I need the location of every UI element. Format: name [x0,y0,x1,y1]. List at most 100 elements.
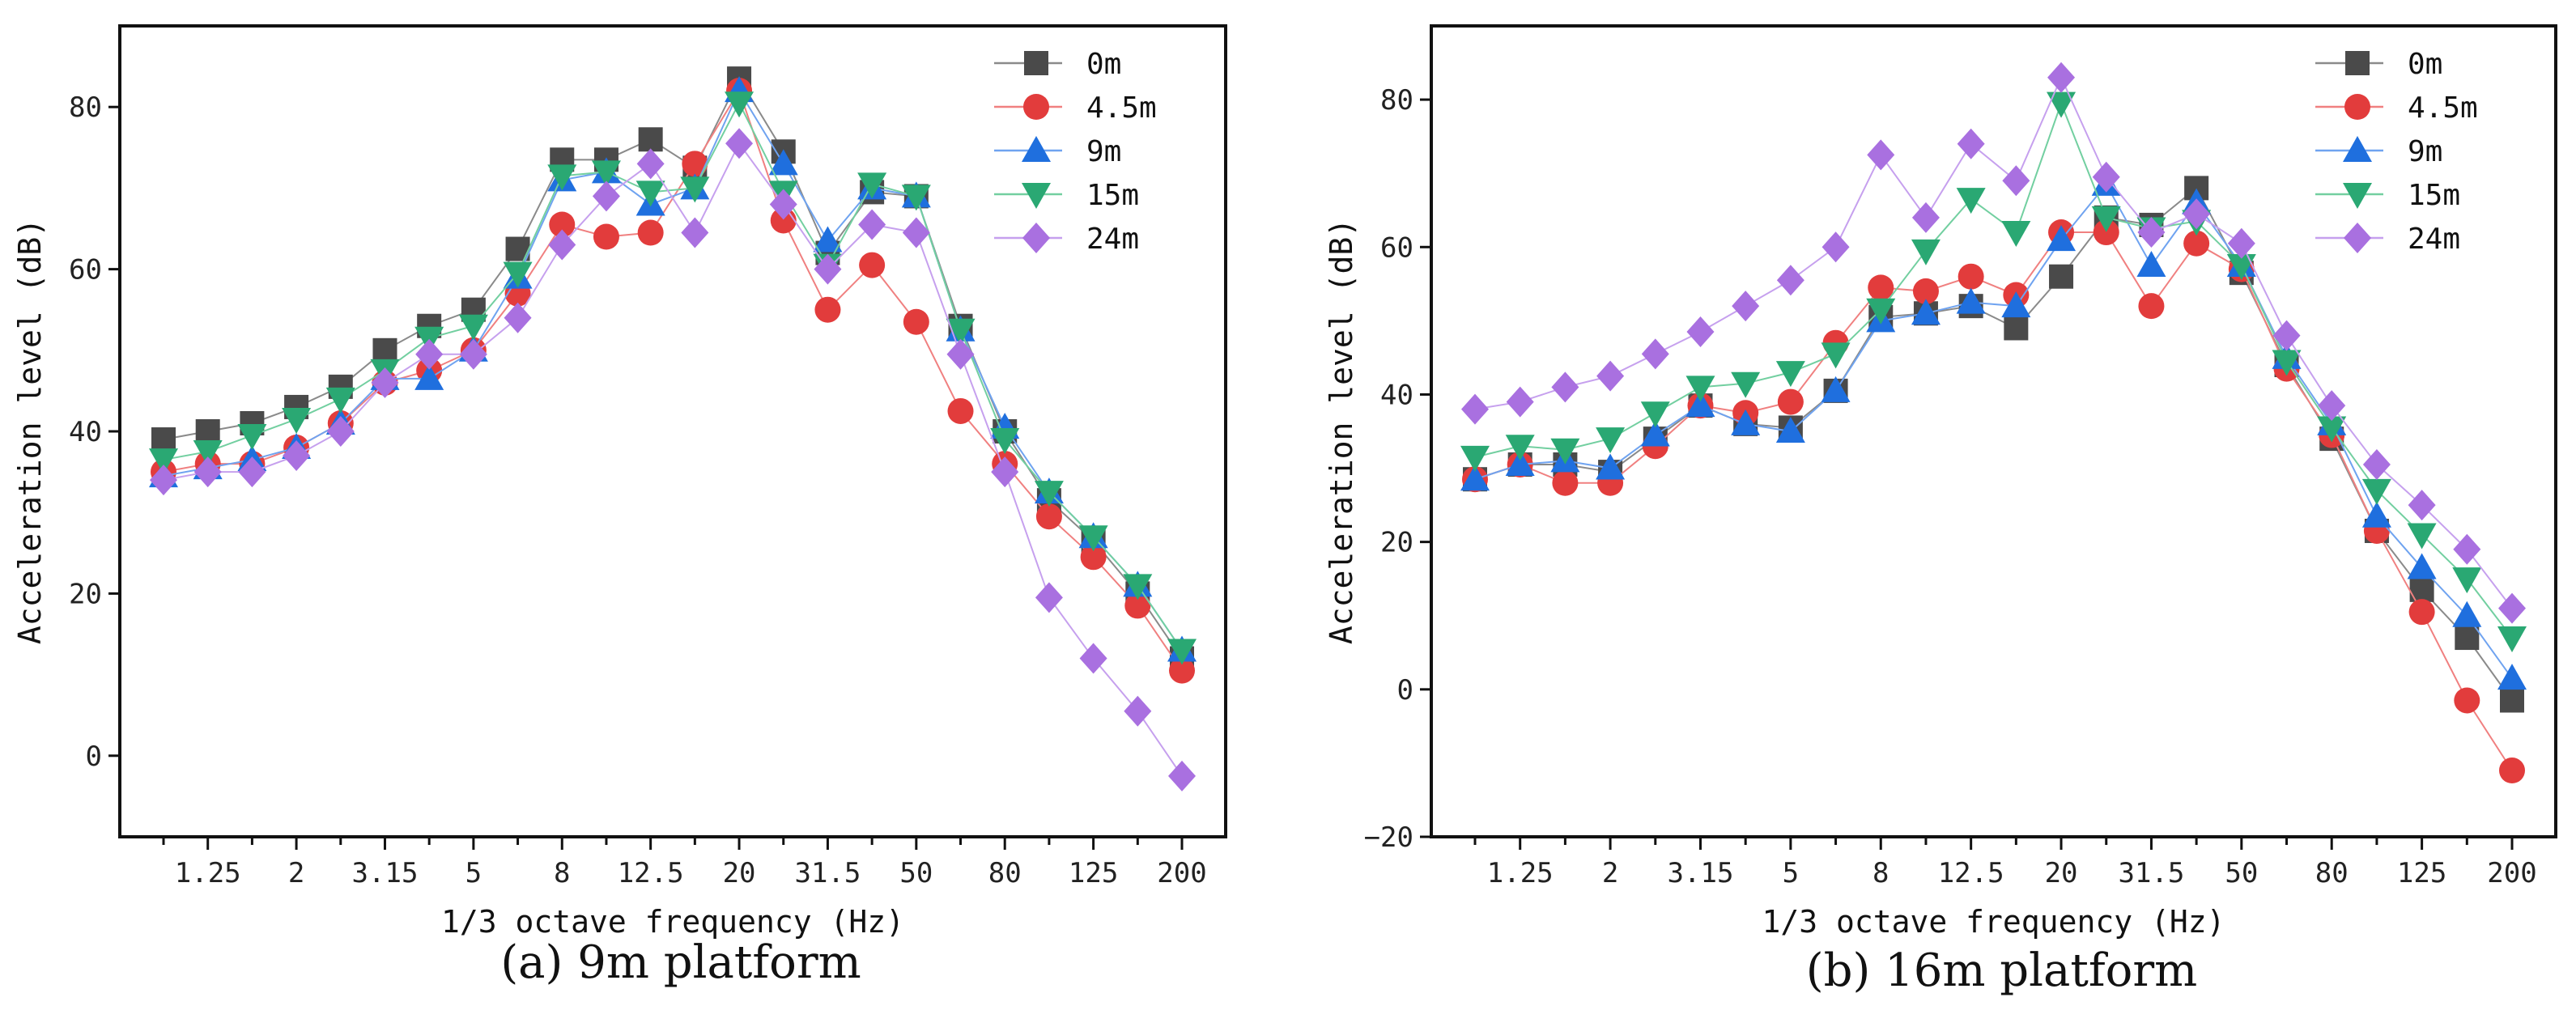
legend-label: 15m [2408,179,2460,212]
data-point [193,456,222,488]
data-point [1911,299,1941,325]
data-point [1124,592,1151,619]
data-point [1169,657,1195,684]
data-point [2500,688,2524,713]
data-point [1956,287,1986,314]
series-24m [150,128,1196,791]
data-point [681,217,709,248]
data-point [2226,254,2256,281]
x-tick-label: 31.5 [2118,857,2184,889]
data-point [1596,360,1625,392]
data-point [283,440,311,472]
data-point [1731,371,1761,398]
data-point [1911,239,1941,265]
y-tick-label: 80 [69,91,102,124]
data-point [637,219,664,246]
x-tick-label: 1.25 [175,857,241,889]
data-point [549,211,576,238]
data-point [680,176,710,203]
data-point [2136,251,2166,278]
x-tick-label: 3.15 [352,857,419,889]
data-point [151,427,176,452]
data-point [1596,427,1626,454]
legend-label: 0m [2408,48,2442,81]
data-point [371,367,399,398]
data-point [2138,293,2165,320]
data-point [1641,338,1669,370]
data-point [2408,490,2436,521]
data-point [548,229,576,261]
x-tick-label: 8 [1872,857,1889,889]
data-point [2454,687,2480,714]
data-point [1550,438,1580,465]
data-point [504,302,532,333]
chart-panel-a: 0 20 40 60 80 1.25 2 3.15 5 8 12.5 20 31.5 50 80 125 200… [12,24,1227,989]
y-tick-label: 40 [69,416,102,448]
data-point [1821,376,1851,402]
series-line [163,77,1183,660]
data-point [1732,291,1760,322]
data-point [947,397,974,424]
data-point [2497,626,2527,653]
data-point [1957,128,1985,159]
data-point [1080,544,1107,571]
data-point [591,160,621,187]
data-point [1078,525,1108,552]
data-point [2047,225,2077,252]
data-point [1034,481,1064,507]
data-point [2091,206,2121,232]
data-point [1460,445,1490,472]
legend-marker [2345,51,2370,75]
data-point [768,149,798,176]
data-point [2361,501,2391,528]
data-point [1551,371,1579,403]
legend-label: 4.5m [2408,91,2478,125]
data-point [1461,393,1489,425]
data-point [1958,263,1984,290]
data-point [238,456,266,488]
x-tick-label: 2 [1602,857,1618,889]
data-point [902,217,930,248]
data-point [903,308,929,335]
data-point [2272,320,2301,351]
series-24m [1461,62,2526,624]
y-tick-label: 80 [1380,84,1413,117]
data-point [769,189,797,220]
data-point [1821,231,1850,263]
legend: 0m 4.5m 9m 15m 24m [994,48,1157,256]
data-point [1460,465,1490,491]
data-point [636,148,665,180]
data-point [2317,416,2347,443]
x-tick-label: 5 [465,857,482,889]
data-point [1552,469,1579,496]
series-line [1474,183,2513,679]
data-point [2001,221,2031,248]
series-line [163,89,1183,651]
data-point [2452,567,2482,594]
data-point [2407,523,2437,550]
data-point [814,253,842,285]
data-point [1867,139,1895,171]
data-point [946,318,976,345]
x-tick-label: 5 [1783,857,1799,889]
legend-marker [2343,136,2372,162]
legend-marker [1022,183,1051,209]
data-point [946,338,975,370]
series-line [1474,186,2513,702]
data-point [326,416,355,447]
data-point [725,91,755,118]
legend-marker [1022,223,1050,253]
data-point [2408,599,2435,626]
data-point [725,128,754,159]
legend-marker [2344,94,2370,120]
data-point [2047,62,2076,93]
data-point [2227,227,2255,259]
data-point [2137,217,2166,248]
data-point [1168,760,1196,791]
series-line [163,88,1183,672]
data-point [1640,420,1670,447]
legend-label: 24m [2408,223,2460,256]
data-point [1866,298,1896,325]
data-point [415,338,444,370]
data-point [1596,453,1626,480]
